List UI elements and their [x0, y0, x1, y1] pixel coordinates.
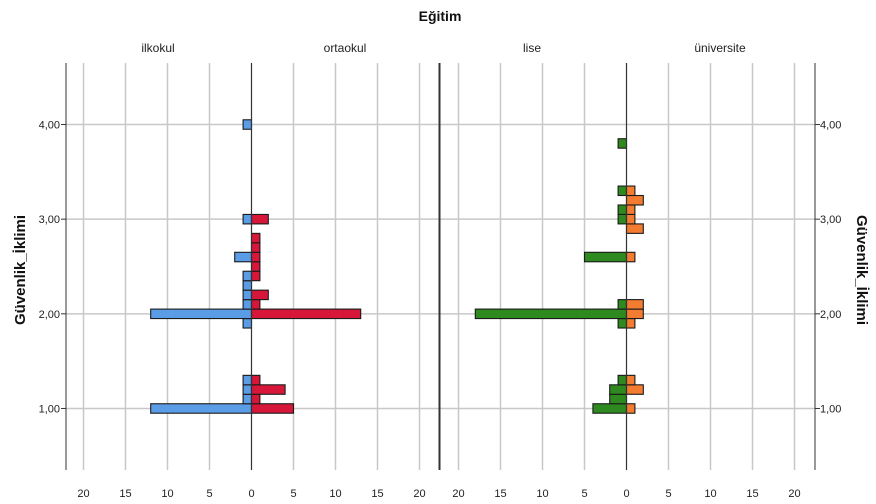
bar-lise-2.1	[617, 299, 628, 310]
x-tick-label: 5	[581, 488, 587, 500]
bar-ortaokul-2.4	[250, 270, 261, 282]
bar-üniversite-2.1	[625, 299, 644, 310]
bar-ortaokul-2.8	[250, 232, 261, 244]
bar-ortaokul-1.0	[250, 403, 295, 414]
bar-ortaokul-2.6	[250, 251, 261, 263]
y-axis-label-left: Güvenlik_İklimi	[12, 215, 29, 325]
x-tick-label: 20	[77, 488, 89, 500]
panel-label-ortaokul: ortaokul	[324, 41, 367, 55]
bar-lise-2.0	[474, 308, 628, 320]
y-tick-label: 4,00	[39, 120, 60, 132]
x-tick-label: 5	[665, 488, 671, 500]
y-tick-label: 3,00	[39, 214, 60, 226]
bar-lise-1.3	[617, 374, 628, 386]
bar-üniversite-1.0	[625, 403, 636, 414]
y-axis-label-right: Güvenlik_İklimi	[853, 215, 870, 325]
bar-ortaokul-2.0	[250, 308, 362, 320]
y-tick-label: 2,00	[39, 309, 60, 321]
bar-ilkokul-1.1	[242, 393, 253, 405]
x-tick-label: 10	[329, 488, 341, 500]
x-tick-label: 0	[248, 488, 254, 500]
y-tick-label: 2,00	[820, 309, 841, 321]
bar-ortaokul-1.2	[250, 384, 286, 395]
panel-label-ilkokul: ilkokul	[141, 41, 174, 55]
chart-title: Eğitim	[419, 8, 462, 24]
bar-ilkokul-2.2	[242, 289, 253, 301]
bar-ortaokul-1.1	[250, 393, 261, 405]
bar-lise-1.0	[592, 403, 628, 414]
bar-üniversite-2.0	[625, 308, 644, 320]
bar-lise-3.1	[617, 204, 628, 215]
x-tick-label: 20	[452, 488, 464, 500]
bar-lise-1.9	[617, 318, 628, 329]
bar-lise-1.1	[609, 393, 628, 405]
bar-ortaokul-2.7	[250, 242, 261, 253]
bar-lise-2.6	[583, 251, 628, 263]
panel-label-lise: lise	[523, 41, 541, 55]
y-tick-label: 4,00	[820, 120, 841, 132]
bar-ilkokul-2.0	[150, 308, 253, 320]
bar-lise-3.0	[617, 213, 628, 225]
bar-üniversite-1.3	[625, 374, 636, 386]
bar-üniversite-3.0	[625, 213, 636, 225]
bar-üniversite-3.2	[625, 194, 644, 206]
bar-ilkokul-1.3	[242, 374, 253, 386]
bar-ilkokul-2.6	[234, 251, 253, 263]
bar-üniversite-3.1	[625, 204, 636, 215]
bar-ilkokul-1.2	[242, 384, 253, 395]
x-tick-label: 10	[704, 488, 716, 500]
bar-ortaokul-1.3	[250, 374, 261, 386]
bar-lise-1.2	[609, 384, 628, 395]
bar-üniversite-2.6	[625, 251, 636, 263]
x-tick-label: 15	[119, 488, 131, 500]
panel-label-universite: üniversite	[694, 41, 746, 55]
x-tick-label: 15	[371, 488, 383, 500]
tick-labels: 1,00 1,00 2,00 2,00 3,00 3,00 4,00 4,00 20 15 10 5 0…	[39, 120, 842, 500]
x-tick-label: 20	[413, 488, 425, 500]
axes	[61, 63, 820, 470]
bar-ortaokul-2.2	[250, 289, 269, 301]
bar-lise-3.8	[617, 138, 628, 149]
bar-ortaokul-2.1	[250, 299, 261, 310]
x-tick-label: 15	[494, 488, 506, 500]
x-tick-label: 10	[161, 488, 173, 500]
bar-ilkokul-1.0	[150, 403, 253, 414]
bar-ortaokul-3.0	[250, 213, 269, 225]
x-tick-label: 20	[788, 488, 800, 500]
bar-üniversite-2.9	[625, 223, 644, 234]
bar-üniversite-1.2	[625, 384, 644, 395]
bar-lise-3.3	[617, 185, 628, 197]
bar-ortaokul-2.5	[250, 261, 261, 272]
bar-ilkokul-1.9	[242, 318, 253, 329]
grid-lines	[66, 63, 815, 470]
bar-ilkokul-4.0	[242, 119, 253, 130]
y-tick-label: 3,00	[820, 214, 841, 226]
y-tick-label: 1,00	[820, 403, 841, 415]
bar-ilkokul-3.0	[242, 213, 253, 225]
bars	[150, 119, 644, 414]
bar-ilkokul-2.3	[242, 280, 253, 291]
bar-üniversite-1.9	[625, 318, 636, 329]
bar-ilkokul-2.4	[242, 270, 253, 282]
x-tick-label: 5	[206, 488, 212, 500]
x-tick-label: 5	[290, 488, 296, 500]
bar-üniversite-3.3	[625, 185, 636, 197]
x-tick-label: 15	[746, 488, 758, 500]
x-tick-label: 0	[623, 488, 629, 500]
bar-ilkokul-2.1	[242, 299, 253, 310]
y-tick-label: 1,00	[39, 403, 60, 415]
x-tick-label: 10	[536, 488, 548, 500]
